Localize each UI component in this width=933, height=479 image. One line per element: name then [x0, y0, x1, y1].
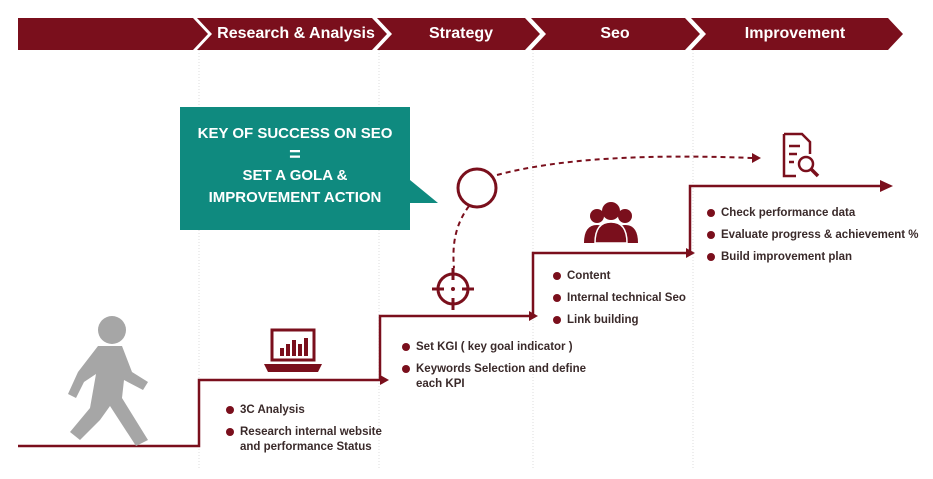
improvement-list: Check performance data Evaluate progress…: [707, 206, 929, 272]
chevron-step-3: [377, 18, 540, 50]
goal-circle: [456, 167, 498, 209]
list-item: Keywords Selection and define each KPI: [402, 362, 597, 392]
list-item: Set KGI ( key goal indicator ): [402, 340, 597, 355]
callout-line-3: SET A GOLA &: [242, 167, 348, 184]
header-step-seo: Seo: [600, 25, 630, 42]
target-crosshair-icon: [432, 268, 474, 310]
staircase-path: [18, 180, 893, 448]
goal-link: [452, 153, 761, 269]
list-item: Research internal website and performanc…: [226, 425, 396, 455]
callout-box: [180, 107, 438, 230]
walking-person-icon: [68, 316, 148, 446]
list-item: 3C Analysis: [226, 403, 396, 418]
team-people-icon: [584, 202, 638, 244]
seo-list: Content Internal technical Seo Link buil…: [553, 269, 713, 335]
chevron-step-4: [531, 18, 700, 50]
list-item: Link building: [553, 313, 713, 328]
list-item: Evaluate progress & achievement %: [707, 228, 929, 243]
chevron-step-5: [691, 18, 903, 50]
header-step-improvement: Improvement: [744, 25, 846, 42]
list-item: Internal technical Seo: [553, 291, 713, 306]
header-bar: [18, 18, 903, 50]
callout-equals: =: [289, 144, 301, 166]
list-item: Build improvement plan: [707, 250, 929, 265]
header-step-research: Research & Analysis: [217, 25, 375, 42]
document-search-icon: [782, 132, 820, 178]
header-step-strategy: Strategy: [428, 25, 494, 42]
list-item: Content: [553, 269, 713, 284]
chevron-step-2: [197, 18, 387, 50]
laptop-chart-icon: [264, 328, 322, 372]
header-step-label: [18, 22, 198, 46]
list-item: Check performance data: [707, 206, 929, 221]
chevron-step-1: [18, 18, 208, 50]
callout-line-4: IMPROVEMENT ACTION: [208, 189, 382, 206]
strategy-list: Set KGI ( key goal indicator ) Keywords …: [402, 340, 597, 399]
callout-line-1: KEY OF SUCCESS ON SEO: [197, 125, 393, 142]
research-list: 3C Analysis Research internal website an…: [226, 403, 396, 462]
callout-text: KEY OF SUCCESS ON SEO = SET A GOLA & IMP…: [180, 107, 410, 230]
